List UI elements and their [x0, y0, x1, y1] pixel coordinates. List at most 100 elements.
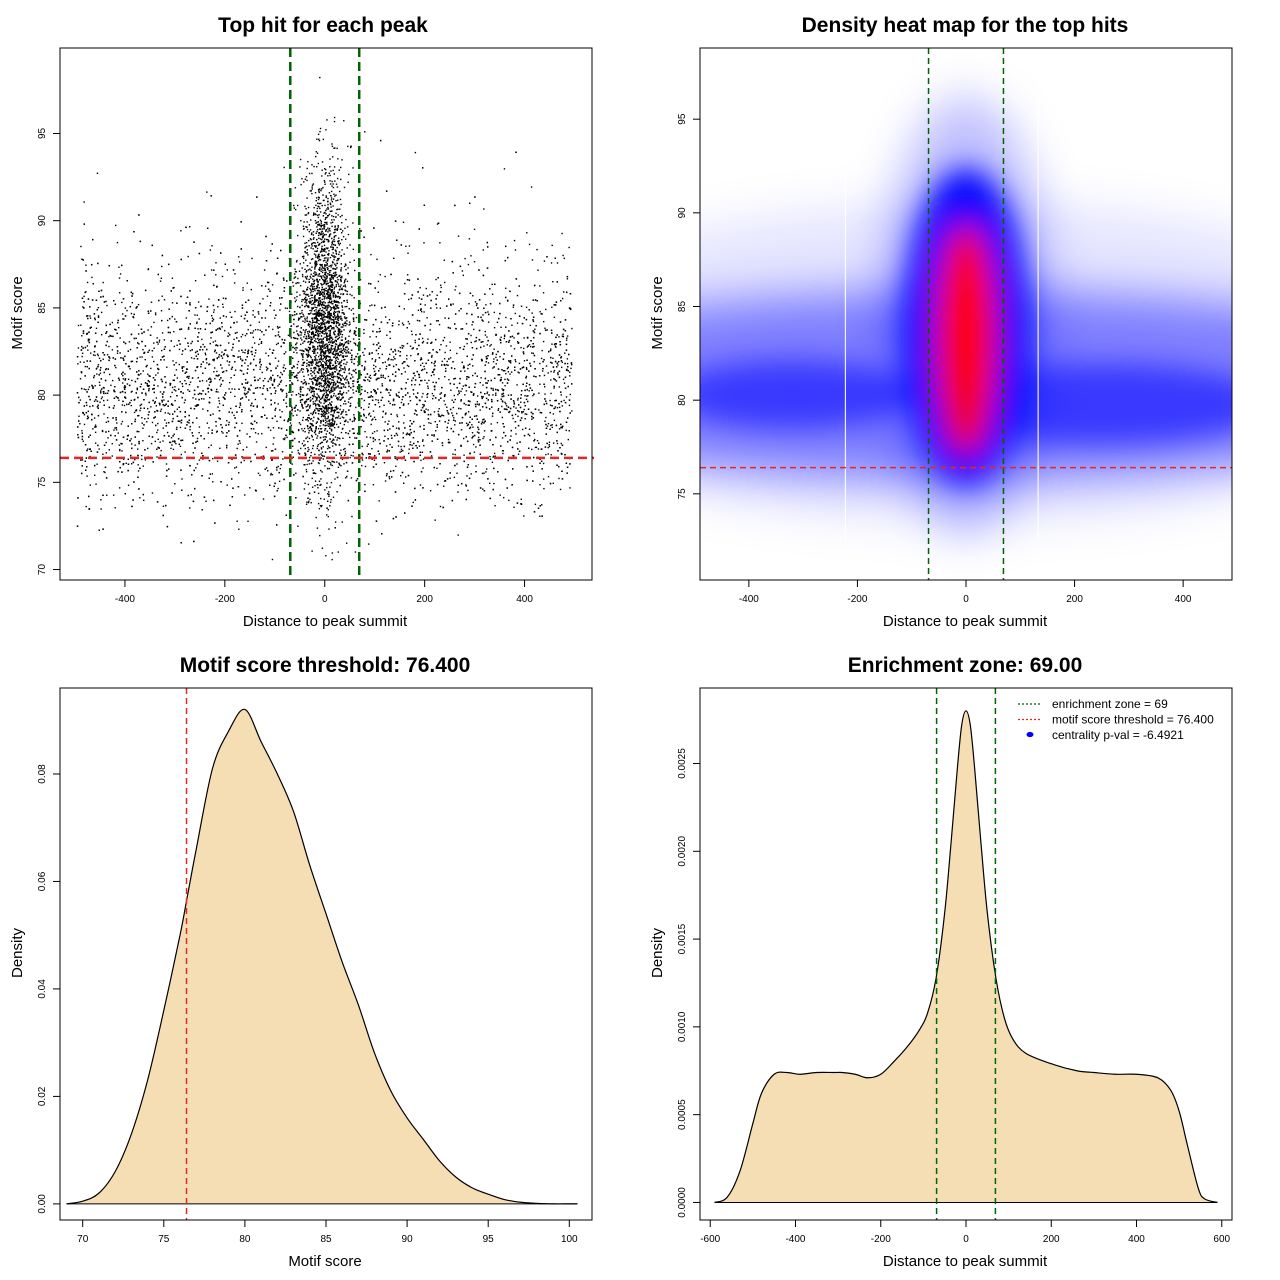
scatter-point — [164, 419, 166, 421]
scatter-point — [240, 221, 242, 223]
scatter-point — [457, 534, 459, 536]
scatter-point — [499, 339, 502, 342]
scatter-point — [545, 453, 547, 456]
scatter-point — [250, 288, 252, 291]
scatter-point — [418, 383, 421, 386]
scatter-point — [130, 391, 133, 393]
scatter-point — [306, 265, 309, 267]
scatter-point — [474, 301, 477, 303]
scatter-point — [364, 131, 366, 133]
scatter-point — [401, 322, 404, 324]
scatter-point — [116, 352, 119, 354]
scatter-point — [330, 410, 332, 413]
scatter-point — [465, 338, 467, 340]
scatter-point — [407, 365, 410, 368]
scatter-point — [285, 351, 287, 353]
scatter-point — [371, 396, 374, 398]
scatter-point — [292, 439, 294, 442]
scatter-point — [507, 300, 509, 302]
scatter-point — [265, 366, 268, 368]
scatter-point — [237, 443, 239, 445]
scatter-point — [407, 474, 410, 477]
scatter-point — [297, 428, 300, 431]
scatter-point — [163, 359, 165, 361]
scatter-point — [273, 387, 276, 389]
scatter-point — [337, 329, 340, 331]
scatter-point — [254, 398, 257, 401]
scatter-point — [423, 404, 426, 406]
scatter-point — [416, 397, 418, 399]
scatter-point — [434, 361, 436, 363]
scatter-point — [353, 420, 355, 422]
scatter-point — [446, 426, 448, 429]
scatter-point — [467, 333, 470, 335]
scatter-point — [484, 393, 486, 395]
scatter-point — [208, 363, 211, 365]
scatter-point — [166, 431, 169, 434]
scatter-point — [481, 397, 483, 400]
scatter-point — [443, 358, 446, 360]
scatter-point — [81, 352, 84, 354]
scatter-point — [121, 301, 123, 304]
scatter-point — [425, 287, 427, 290]
scatter-point — [256, 405, 258, 407]
scatter-point — [213, 269, 215, 271]
scatter-point — [157, 385, 159, 387]
scatter-point — [426, 393, 428, 396]
scatter-point — [561, 426, 563, 428]
scatter-point — [551, 343, 553, 345]
scatter-point — [138, 343, 140, 345]
scatter-point — [169, 349, 171, 352]
scatter-point — [166, 469, 168, 472]
scatter-point — [188, 419, 191, 422]
scatter-point — [476, 403, 479, 405]
scatter-point — [398, 320, 400, 322]
scatter-point — [511, 484, 513, 486]
scatter-point — [492, 352, 494, 354]
scatter-point — [146, 364, 148, 367]
scatter-point — [270, 370, 272, 372]
scatter-point — [375, 318, 377, 321]
scatter-point — [100, 508, 102, 510]
scatter-point — [315, 326, 317, 328]
scatter-point — [161, 319, 163, 322]
scatter-point — [345, 363, 347, 365]
scatter-point — [338, 444, 341, 446]
scatter-point — [389, 331, 391, 333]
scatter-point — [236, 435, 239, 437]
scatter-point — [532, 470, 534, 472]
scatter-point — [262, 387, 264, 390]
scatter-point — [353, 416, 355, 419]
scatter-point — [193, 469, 195, 472]
scatter-point — [340, 413, 342, 415]
scatter-point — [122, 298, 125, 300]
scatter-point — [307, 346, 310, 349]
scatter-point — [241, 383, 243, 385]
scatter-point — [380, 307, 383, 309]
scatter-point — [493, 311, 496, 314]
scatter-point — [210, 195, 212, 197]
scatter-point — [384, 435, 386, 437]
scatter-point — [388, 353, 391, 356]
scatter-point — [446, 430, 448, 432]
scatter-point — [454, 313, 457, 315]
scatter-point — [337, 384, 339, 387]
scatter-point — [550, 262, 553, 264]
scatter-point — [121, 404, 124, 406]
scatter-point — [480, 358, 483, 361]
scatter-point — [445, 367, 447, 370]
scatter-point — [164, 412, 167, 414]
scatter-point — [261, 317, 263, 319]
scatter-point — [150, 406, 152, 408]
scatter-point — [449, 382, 452, 385]
scatter-point — [227, 332, 230, 334]
scatter-point — [387, 375, 390, 378]
scatter-point — [173, 433, 175, 435]
scatter-point — [516, 502, 519, 504]
scatter-point — [224, 297, 227, 300]
scatter-point — [291, 293, 293, 295]
scatter-point — [402, 404, 405, 406]
scatter-point — [406, 327, 409, 329]
scatter-point — [305, 382, 308, 385]
scatter-point — [519, 419, 522, 422]
